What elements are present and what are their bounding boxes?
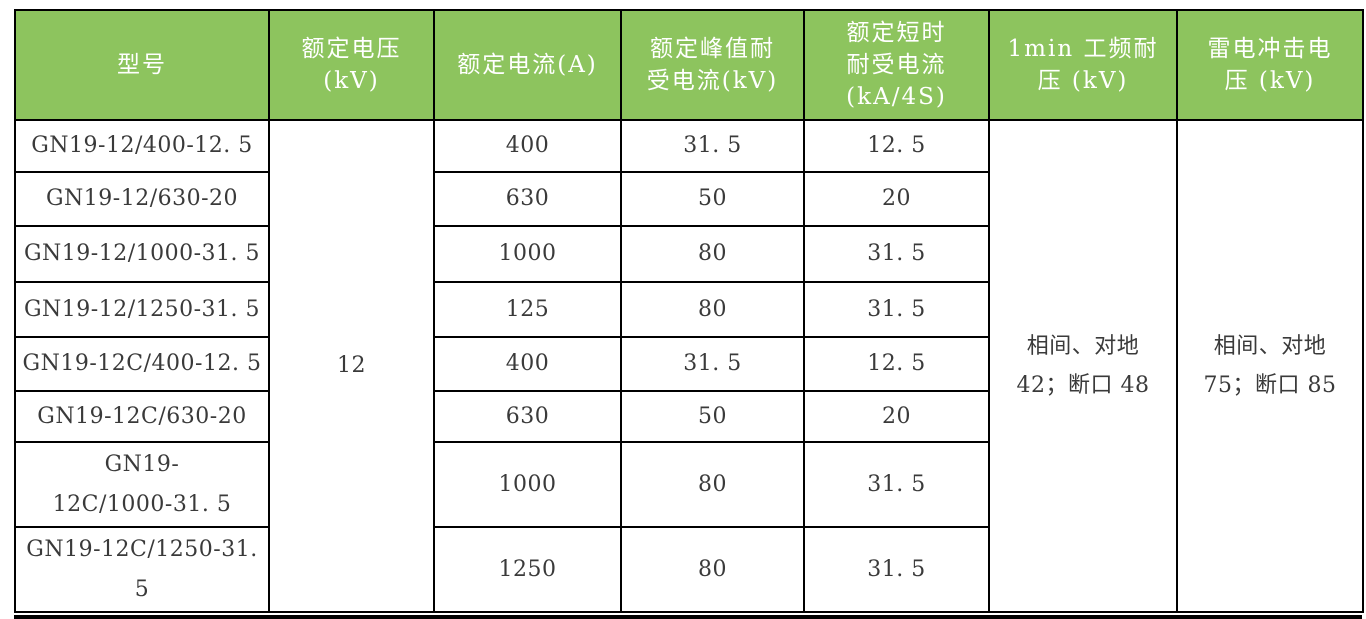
cell-rated-current: 125 — [433, 281, 622, 338]
cell-power-frequency-merged: 相间、对地 42；断口 48 — [988, 118, 1178, 614]
cell-peak-withstand-current: 50 — [620, 390, 805, 443]
cell-rated-current: 400 — [433, 119, 622, 173]
column-header-rated-current: 额定电流(A) — [433, 9, 622, 121]
cell-short-time-current: 20 — [803, 390, 990, 443]
column-header-lightning-impulse: 雷电冲击电 压 (kV) — [1176, 9, 1364, 121]
cell-peak-withstand-current: 80 — [620, 281, 805, 338]
cell-rated-current: 1250 — [433, 526, 622, 614]
cell-short-time-current: 12. 5 — [803, 119, 990, 173]
cell-short-time-current: 31. 5 — [803, 440, 990, 529]
cell-model: GN19- 12C/1000-31. 5 — [14, 440, 270, 529]
cell-model: GN19-12/1000-31. 5 — [14, 225, 270, 283]
table-row: GN19-12/1000-31. 5 1000 80 31. 5 — [14, 225, 1363, 283]
cell-model: GN19-12/400-12. 5 — [14, 119, 270, 173]
cell-short-time-current: 20 — [803, 171, 990, 227]
table-row: GN19-12C/630-20 630 50 20 — [14, 390, 1363, 443]
column-header-model: 型号 — [14, 9, 270, 121]
cell-peak-withstand-current: 50 — [620, 171, 805, 227]
spec-table-container: 型号 额定电压 (kV) 额定电流(A) 额定峰值耐 受电流(kV) 额定短时 … — [14, 9, 1364, 619]
column-header-peak-withstand-current: 额定峰值耐 受电流(kV) — [620, 9, 805, 121]
header-row: 型号 额定电压 (kV) 额定电流(A) 额定峰值耐 受电流(kV) 额定短时 … — [14, 9, 1364, 121]
cell-model: GN19-12/630-20 — [14, 171, 270, 227]
column-header-power-frequency-withstand: 1min 工频耐 压 (kV) — [988, 9, 1178, 121]
cell-rated-current: 630 — [433, 171, 622, 227]
cell-peak-withstand-current: 80 — [620, 225, 805, 283]
cell-peak-withstand-current: 31. 5 — [620, 336, 805, 392]
cell-short-time-current: 31. 5 — [803, 225, 990, 283]
cell-peak-withstand-current: 80 — [620, 440, 805, 529]
table-row: GN19-12/1250-31. 5 125 80 31. 5 — [14, 281, 1363, 338]
table-row: GN19-12C/400-12. 5 400 31. 5 12. 5 — [14, 336, 1363, 392]
cell-short-time-current: 12. 5 — [803, 336, 990, 392]
cell-peak-withstand-current: 31. 5 — [620, 119, 805, 173]
cell-rated-current: 1000 — [433, 440, 622, 529]
cell-lightning-impulse-merged: 相间、对地 75；断口 85 — [1176, 118, 1364, 614]
cell-model: GN19-12C/1250-31. 5 — [14, 526, 270, 614]
column-header-short-time-current: 额定短时 耐受电流 (kA/4S) — [803, 9, 990, 121]
table-row: GN19-12/630-20 630 50 20 — [14, 171, 1363, 227]
spec-table: 型号 额定电压 (kV) 额定电流(A) 额定峰值耐 受电流(kV) 额定短时 … — [14, 9, 1364, 614]
cell-peak-withstand-current: 80 — [620, 526, 805, 614]
table-row: GN19- 12C/1000-31. 5 1000 80 31. 5 — [14, 440, 1363, 529]
column-header-rated-voltage: 额定电压 (kV) — [268, 9, 435, 121]
cell-short-time-current: 31. 5 — [803, 281, 990, 338]
cell-short-time-current: 31. 5 — [803, 526, 990, 614]
cell-rated-current: 1000 — [433, 225, 622, 283]
cell-model: GN19-12C/630-20 — [14, 390, 270, 443]
cell-rated-voltage-merged: 12 — [268, 118, 435, 614]
table-row: GN19-12/400-12. 5 12 400 31. 5 12. 5 相间、… — [14, 118, 1364, 614]
cell-rated-current: 630 — [433, 390, 622, 443]
cell-rated-current: 400 — [433, 336, 622, 392]
cell-model: GN19-12C/400-12. 5 — [14, 336, 270, 392]
cell-model: GN19-12/1250-31. 5 — [14, 281, 270, 338]
